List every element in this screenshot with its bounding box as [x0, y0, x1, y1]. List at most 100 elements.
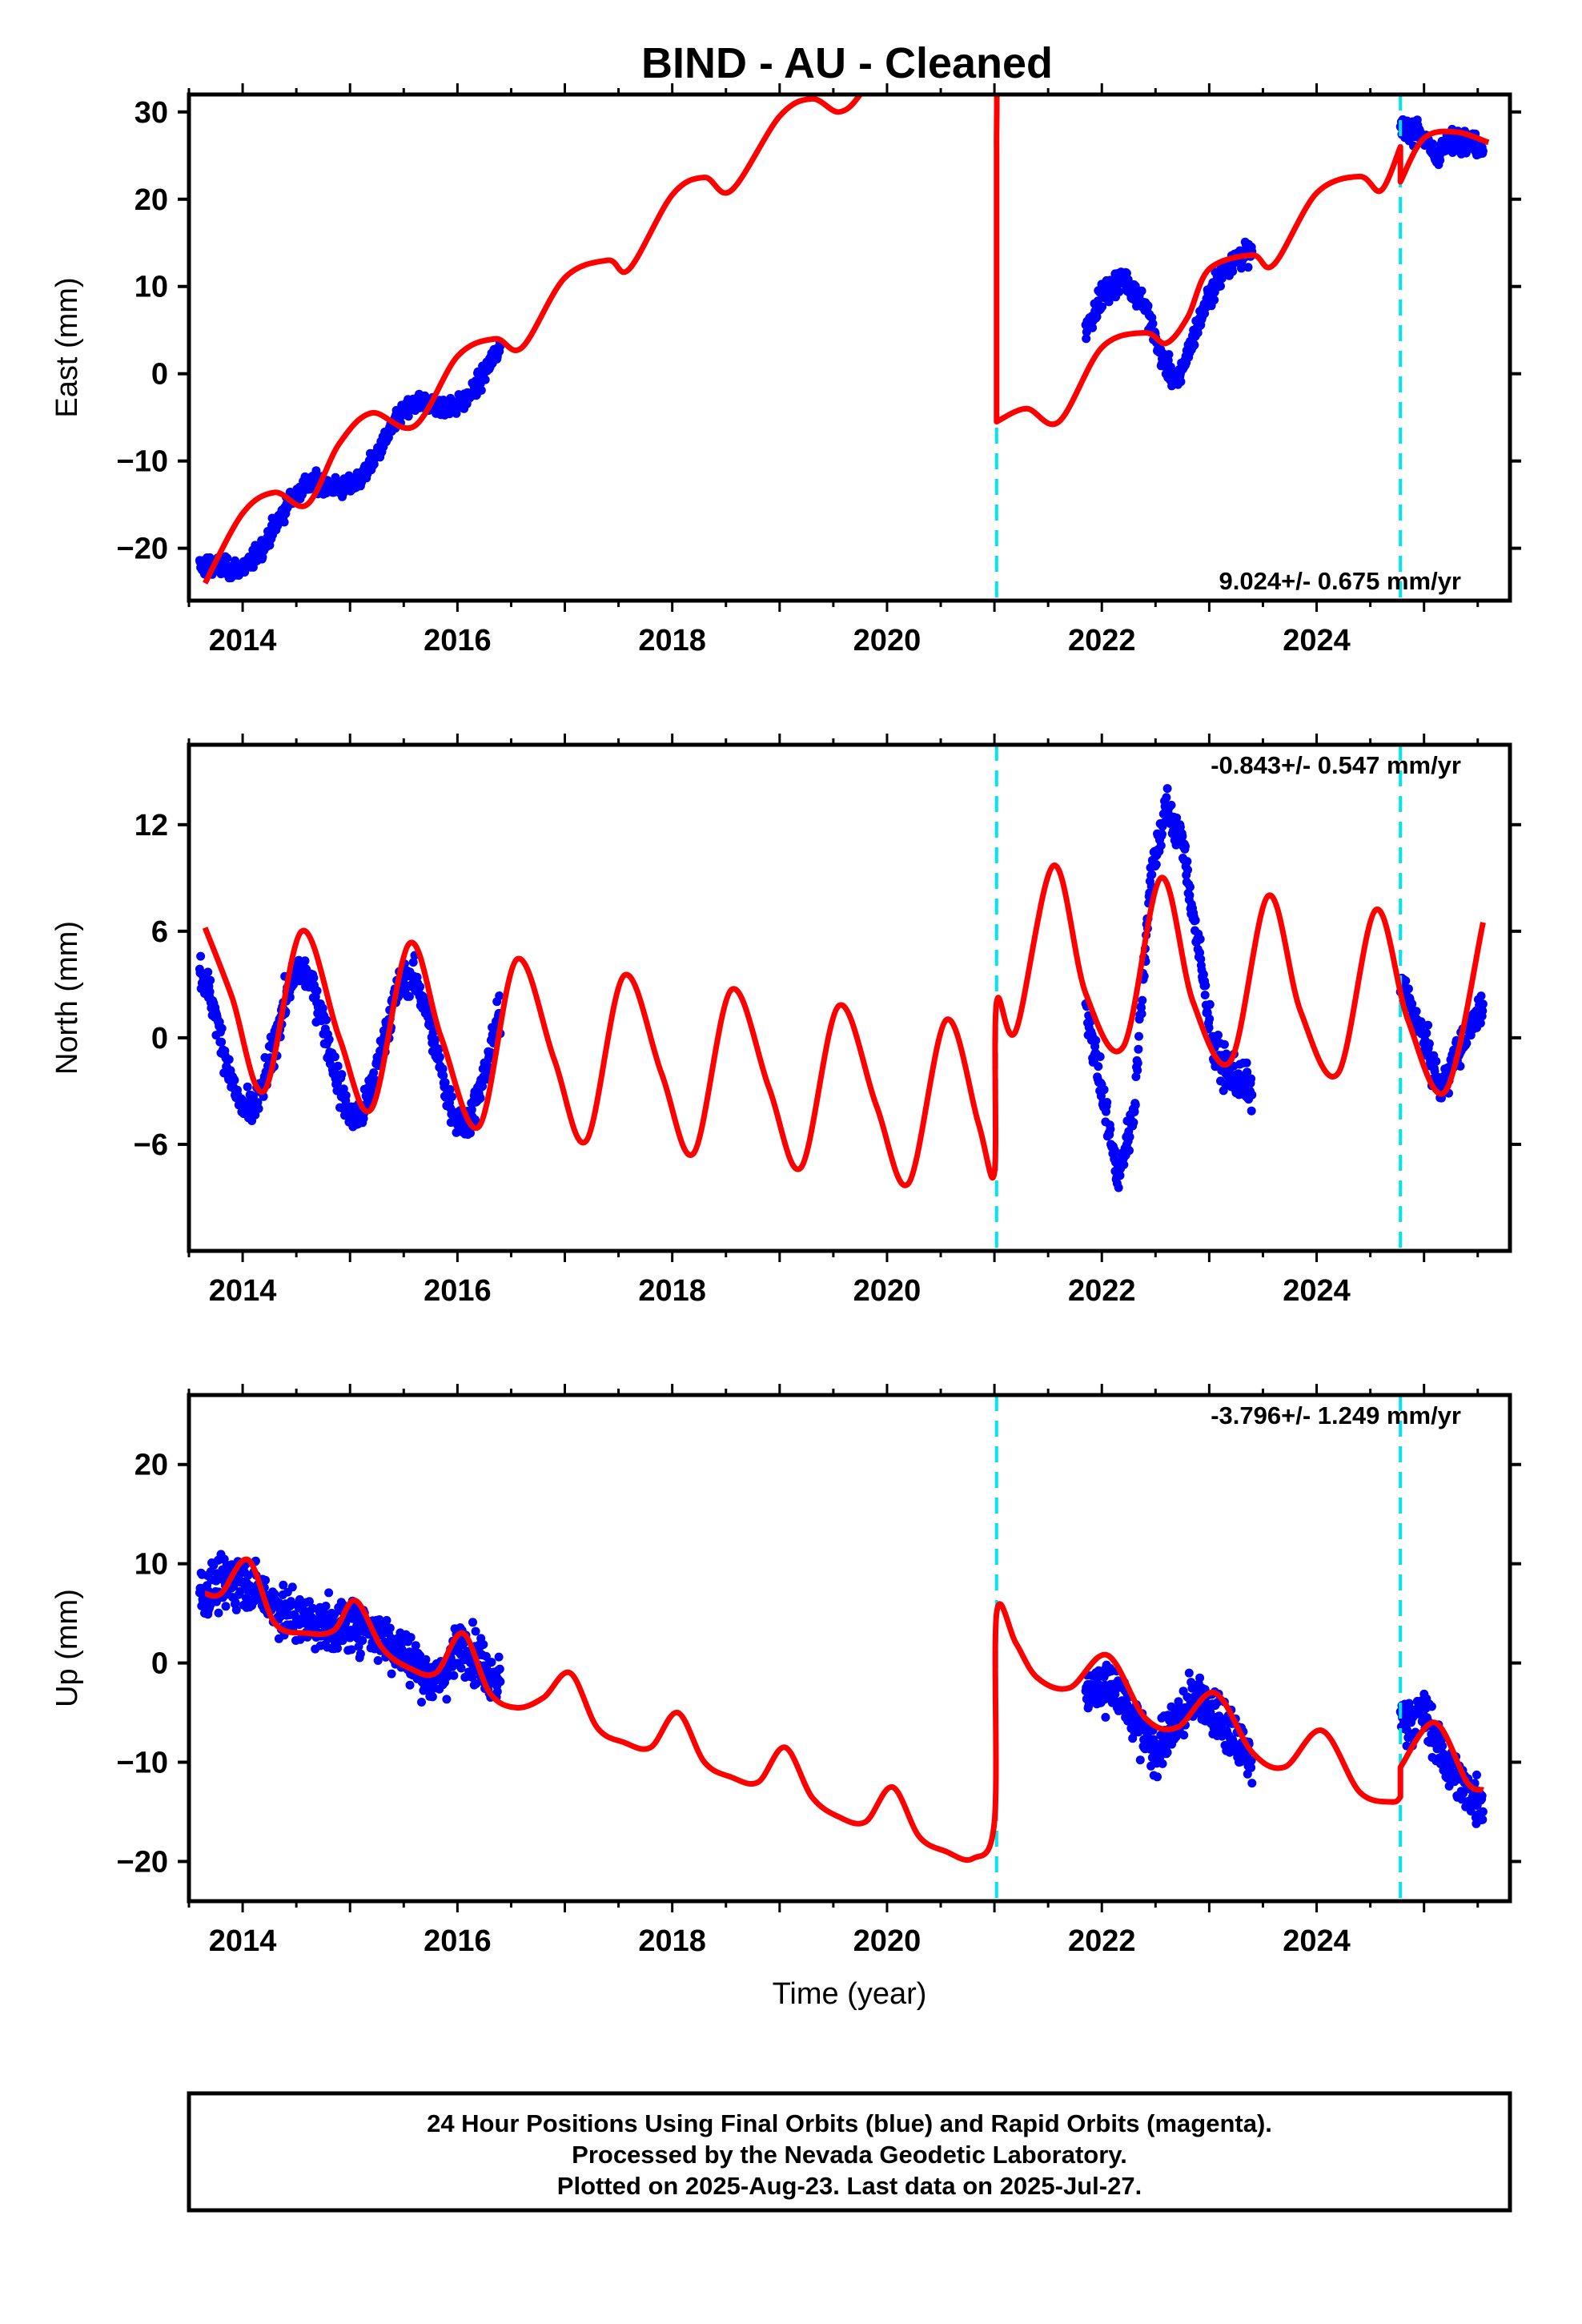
east-data-point-855 — [1193, 328, 1203, 338]
up-xlabel: Time (year) — [773, 1977, 927, 2011]
north-data-point-497 — [435, 1052, 444, 1062]
east-data-point-1050 — [1435, 155, 1445, 165]
north-data-point-667 — [1102, 1098, 1112, 1107]
north-data-point-99 — [243, 1082, 252, 1092]
east-data-point-637 — [1088, 323, 1098, 332]
up-data-point-792 — [1162, 1747, 1172, 1757]
north-data-point-694 — [1115, 1171, 1125, 1180]
north-data-point-829 — [1181, 842, 1190, 851]
up-data-point-261 — [321, 1602, 331, 1610]
north-data-point-850 — [1191, 915, 1200, 925]
up-xtick-label-4: 2022 — [1068, 1924, 1136, 1958]
up-ytick-label-2: 0 — [151, 1647, 168, 1681]
north-ytick-label-3: 12 — [135, 809, 168, 842]
north-data-point-790 — [1162, 793, 1171, 802]
up-data-point-74 — [231, 1598, 240, 1607]
north-data-point-653 — [1095, 1052, 1105, 1061]
north-model-line — [202, 862, 1486, 1188]
up-xtick-label-0: 2014 — [209, 1924, 277, 1958]
east-data-point-820 — [1176, 377, 1186, 387]
up-data-point-1139 — [1478, 1807, 1488, 1816]
east-xtick-label-4: 2022 — [1068, 624, 1136, 657]
north-data-point-644 — [1091, 1035, 1101, 1045]
east-data-point-762 — [1148, 319, 1158, 328]
north-data-point-218 — [300, 956, 310, 966]
north-data-point-833 — [1182, 857, 1192, 866]
east-data-point-624 — [1082, 334, 1091, 344]
up-data-point-616 — [492, 1687, 502, 1696]
up-model-line — [204, 1556, 1484, 1864]
up-data-point-394 — [385, 1623, 395, 1633]
up-data-point-664 — [1101, 1712, 1110, 1722]
north-data-point-236 — [309, 973, 319, 983]
north-data-point-262 — [322, 1015, 331, 1024]
east-ytick-label-5: 30 — [135, 96, 168, 130]
north-data-point-1092 — [1456, 1061, 1465, 1071]
north-data-point-731 — [1133, 1059, 1142, 1068]
north-data-point-979 — [1401, 976, 1411, 986]
up-data-point-333 — [355, 1649, 365, 1659]
up-data-point-192 — [287, 1582, 297, 1592]
east-data-point-848 — [1190, 340, 1199, 350]
up-ytick-label-1: −10 — [117, 1747, 168, 1780]
north-data-point-596 — [483, 1061, 492, 1071]
north-data-point-1001 — [1411, 1007, 1421, 1016]
east-data-point-795 — [1164, 350, 1174, 360]
north-data-point-243 — [312, 986, 322, 995]
up-data-point-39 — [214, 1608, 223, 1618]
up-data-point-1137 — [1477, 1791, 1487, 1800]
north-data-point-508 — [440, 1078, 450, 1088]
east-data-point-1139 — [1478, 147, 1488, 156]
up-data-point-234 — [308, 1603, 318, 1613]
north-data-point-61 — [224, 1055, 234, 1064]
up-data-point-736 — [1135, 1755, 1145, 1765]
up-data-point-267 — [324, 1588, 334, 1598]
north-data-point-879 — [1205, 1014, 1215, 1023]
east-model-line — [203, 94, 1490, 585]
north-data-point-456 — [416, 982, 425, 991]
north-rate-label: -0.843+/- 0.547 mm/yr — [1211, 751, 1461, 779]
north-data-point-878 — [1204, 1023, 1214, 1032]
up-data-point-587 — [479, 1640, 488, 1649]
north-data-point-46 — [217, 1023, 227, 1033]
north-data-point-714 — [1125, 1132, 1134, 1142]
north-data-point-811 — [1172, 813, 1182, 822]
up-data-point-621 — [495, 1664, 504, 1674]
north-data-point-2 — [196, 951, 206, 961]
east-data-point-1035 — [1428, 139, 1438, 149]
east-data-point-889 — [1210, 296, 1219, 304]
east-data-point-241 — [311, 466, 321, 476]
north-data-point-471 — [423, 1003, 432, 1013]
north-data-point-860 — [1195, 935, 1205, 944]
north-xtick-label-3: 2020 — [853, 1274, 921, 1308]
north-data-point-760 — [1147, 870, 1157, 879]
east-plot-area — [195, 94, 1490, 601]
north-data-point-733 — [1134, 1031, 1143, 1041]
up-frame — [187, 1393, 1512, 1904]
north-data-point-581 — [476, 1093, 485, 1103]
north-data-point-910 — [1219, 1039, 1229, 1049]
north-ylabel: North (mm) — [50, 921, 84, 1075]
footer-line-1: 24 Hour Positions Using Final Orbits (bl… — [427, 2109, 1272, 2137]
north-ytick-label-1: 0 — [151, 1022, 168, 1055]
north-data-point-620 — [495, 991, 504, 1000]
north-data-point-897 — [1214, 1031, 1223, 1039]
north-data-point-280 — [330, 1052, 339, 1062]
footer-box — [187, 2091, 1512, 2213]
north-panel: −6 0 6 12 2014 2016 2018 2020 2022 2024 North (mm)… — [50, 734, 1521, 1308]
up-data-point-447 — [411, 1641, 420, 1651]
north-data-point-661 — [1099, 1085, 1109, 1095]
up-data-point-826 — [1179, 1731, 1189, 1740]
east-data-point-591 — [480, 375, 490, 384]
north-data-point-649 — [1094, 1062, 1103, 1072]
east-xtick-label-2: 2018 — [638, 624, 706, 657]
north-data-point-781 — [1158, 830, 1166, 839]
up-ytick-label-0: −20 — [117, 1845, 168, 1879]
north-data-point-739 — [1137, 1009, 1146, 1019]
up-data-point-387 — [382, 1615, 391, 1625]
up-data-point-571 — [471, 1626, 480, 1636]
north-data-point-45 — [217, 1037, 227, 1047]
north-data-point-518 — [445, 1084, 455, 1094]
up-xtick-label-1: 2016 — [424, 1924, 492, 1958]
north-data-point-1139 — [1478, 999, 1488, 1009]
